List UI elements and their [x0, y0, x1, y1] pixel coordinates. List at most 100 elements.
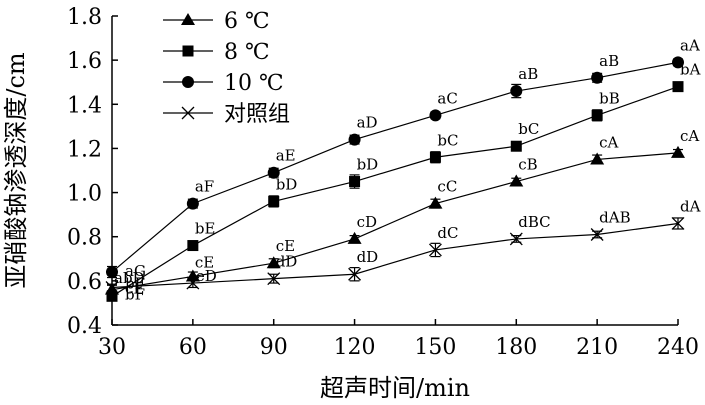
x-tick-label: 150	[414, 335, 456, 360]
legend-item-4: 对照组	[163, 102, 290, 127]
data-point	[348, 267, 362, 281]
y-tick-label: 0.4	[67, 314, 102, 339]
data-label: abD	[114, 269, 145, 287]
data-label: bD	[357, 156, 379, 174]
x-axis-title: 超声时间/min	[320, 374, 470, 402]
legend-item-1: 6 ℃	[163, 9, 270, 34]
y-axis-title: 亚硝酸钠渗透深度/cm	[2, 52, 30, 289]
data-point	[590, 152, 605, 165]
legend: 6 ℃ 8 ℃ 10 ℃ 对照组	[163, 9, 290, 127]
data-point	[428, 243, 442, 257]
series-line	[111, 61, 679, 273]
data-label: bF	[125, 285, 145, 303]
data-point	[347, 231, 362, 244]
data-point	[267, 272, 281, 286]
data-label: dA	[680, 197, 701, 215]
data-point	[187, 240, 199, 252]
data-label: cB	[518, 156, 537, 174]
legend-label: 10 ℃	[224, 71, 284, 96]
data-label: cA	[599, 133, 618, 151]
data-point	[672, 81, 684, 93]
data-label: aE	[276, 147, 296, 165]
data-point	[510, 85, 523, 98]
y-tick-label: 0.6	[67, 270, 102, 295]
legend-label: 6 ℃	[224, 9, 270, 34]
data-label: bC	[437, 131, 458, 149]
data-label: aB	[518, 65, 538, 83]
data-label: dD	[357, 248, 379, 266]
series-line	[111, 222, 679, 289]
data-point	[266, 256, 281, 269]
data-label: cD	[357, 213, 377, 231]
x-tick-label: 120	[334, 335, 376, 360]
data-label: bE	[195, 220, 216, 238]
x-tick-label: 90	[260, 335, 288, 360]
data-point	[106, 266, 118, 279]
y-tick-label: 1.0	[67, 182, 102, 207]
data-label: dBC	[518, 213, 550, 231]
data-point	[671, 217, 685, 230]
data-labels: cE cE cE cD cC cB cA cA bF bE bD bD bC bC bB bA aG aF aE aD…	[114, 36, 701, 303]
x-tick-label: 240	[657, 335, 699, 360]
legend-item-2: 8 ℃	[163, 40, 270, 65]
data-point	[509, 232, 523, 246]
data-point	[348, 133, 361, 146]
legend-item-3: 10 ℃	[163, 71, 284, 96]
legend-label: 8 ℃	[224, 40, 270, 65]
data-point	[591, 109, 603, 121]
data-point	[105, 281, 119, 294]
series-4	[105, 217, 685, 294]
data-label: bB	[599, 89, 620, 107]
y-tick-label: 0.8	[67, 226, 102, 251]
data-label: aC	[437, 89, 457, 107]
data-point	[267, 166, 280, 179]
data-point	[349, 176, 361, 188]
y-tick-label: 1.8	[67, 5, 102, 30]
data-point	[671, 145, 685, 158]
data-label: dD	[276, 253, 298, 271]
data-point	[428, 196, 443, 209]
data-label: bC	[518, 120, 539, 138]
series-2	[106, 81, 684, 302]
data-label: cE	[276, 237, 295, 255]
x-tick-label: 30	[98, 335, 126, 360]
legend-marker	[181, 13, 195, 25]
data-point	[268, 195, 280, 207]
data-point	[429, 109, 442, 122]
data-label: cC	[437, 178, 457, 196]
y-tick-label: 1.4	[67, 93, 102, 118]
y-tick-label: 1.2	[67, 137, 102, 162]
data-label: cE	[195, 253, 214, 271]
data-point	[429, 151, 441, 163]
axes: 30 60 90 120 150 180 210 240 0.4 0.6 0.8 1.0 1.2 1.4 1…	[2, 5, 699, 402]
series-line	[111, 86, 679, 297]
data-label: cA	[680, 127, 699, 145]
data-point	[510, 140, 522, 152]
data-label: dC	[437, 224, 458, 242]
data-point	[106, 290, 118, 302]
data-label: aD	[357, 114, 378, 132]
series-1	[105, 145, 685, 295]
series-line	[111, 152, 679, 291]
data-label: aB	[599, 52, 619, 70]
data-point	[590, 228, 604, 241]
legend-marker	[181, 106, 195, 120]
data-label: eD	[196, 267, 217, 285]
data-point	[591, 71, 604, 84]
data-label: bD	[276, 175, 298, 193]
series-layer	[105, 56, 685, 302]
data-label: bA	[680, 61, 701, 79]
data-point	[509, 174, 524, 187]
legend-marker	[182, 45, 194, 57]
legend-marker	[182, 76, 194, 88]
data-label: aA	[680, 36, 700, 54]
data-label: bF	[125, 274, 145, 292]
x-tick-label: 210	[576, 335, 618, 360]
data-label: aF	[195, 178, 214, 196]
data-point	[186, 276, 200, 290]
series-3	[106, 56, 684, 279]
x-tick-label: 180	[495, 335, 537, 360]
data-label: aG	[125, 262, 146, 280]
